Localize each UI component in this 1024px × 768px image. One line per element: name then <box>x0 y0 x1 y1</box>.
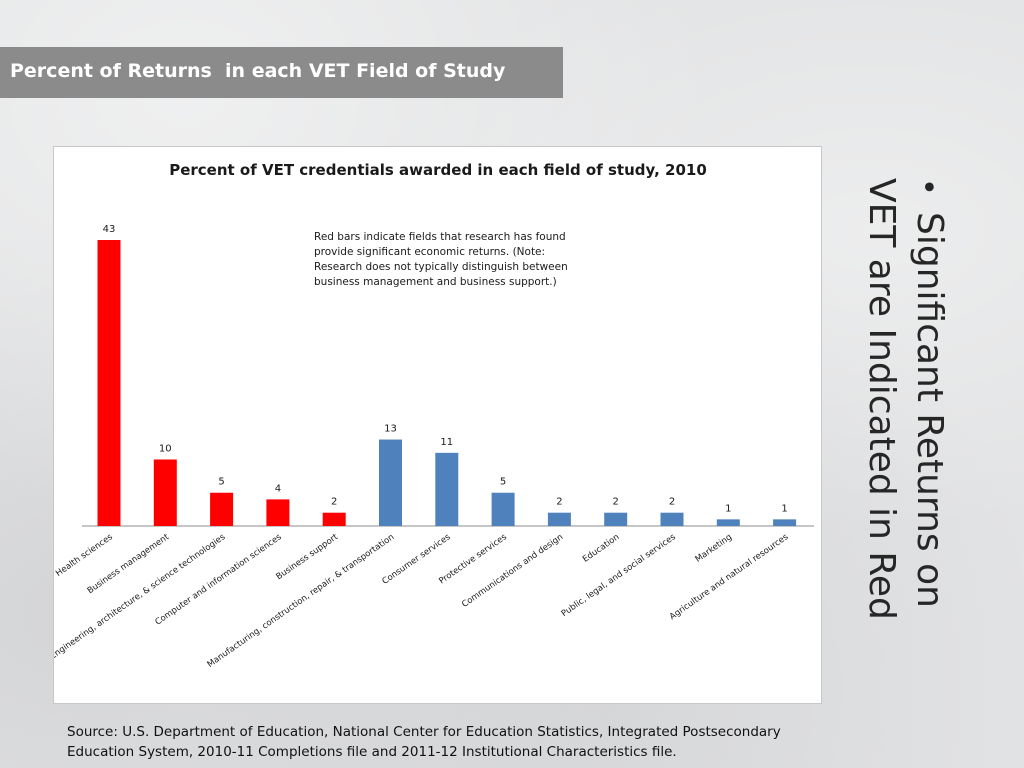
bar <box>153 459 177 526</box>
category-tick-label: Communications and design <box>460 532 565 610</box>
category-tick-label: Health sciences <box>54 532 115 579</box>
category-tick-label: Public, legal, and social services <box>560 532 678 619</box>
bar <box>604 512 628 526</box>
bar <box>716 519 740 526</box>
bar <box>773 519 797 526</box>
annotation-line: Research does not typically distinguish … <box>314 261 568 273</box>
bar-value-label: 43 <box>103 224 116 235</box>
category-tick-label: Education <box>581 532 621 564</box>
bar-value-label: 4 <box>275 483 281 494</box>
category-tick-label: Agriculture and natural resources <box>668 532 791 622</box>
bar <box>435 452 459 526</box>
bar <box>379 439 402 526</box>
bar <box>266 499 290 526</box>
slide-title-bar: Percent of Returns in each VET Field of … <box>0 47 563 98</box>
bar-value-label: 5 <box>500 477 506 488</box>
chart-title: Percent of VET credentials awarded in ea… <box>169 161 707 179</box>
annotation-line: Red bars indicate fields that research h… <box>314 231 566 243</box>
bullet-line-2: VET are Indicated in Red <box>861 178 902 620</box>
source-line-2: Education System, 2010-11 Completions fi… <box>67 744 677 760</box>
bullet-point: • Significant Returns on VET are Indicate… <box>860 178 960 678</box>
annotation-line: business management and business support… <box>314 276 557 288</box>
annotation-line: provide significant economic returns. (N… <box>314 246 545 258</box>
bar <box>97 240 121 526</box>
slide-title: Percent of Returns in each VET Field of … <box>10 60 506 82</box>
bar <box>547 512 571 526</box>
bar-value-label: 2 <box>331 497 337 508</box>
bar-value-label: 11 <box>440 437 453 448</box>
source-line-1: Source: U.S. Department of Education, Na… <box>67 724 781 740</box>
bar <box>210 492 234 526</box>
bar-value-label: 2 <box>556 497 562 508</box>
source-note: Source: U.S. Department of Education, Na… <box>67 722 827 762</box>
bar-value-label: 2 <box>613 497 619 508</box>
bar-value-label: 1 <box>781 503 787 514</box>
chart-panel: Percent of VET credentials awarded in ea… <box>53 146 822 704</box>
bar <box>660 512 684 526</box>
chart-annotation: Red bars indicate fields that research h… <box>314 231 568 288</box>
bar-value-label: 1 <box>725 503 731 514</box>
bar-chart: Percent of VET credentials awarded in ea… <box>54 161 814 670</box>
bar-value-label: 13 <box>384 424 397 435</box>
bar-value-label: 5 <box>218 477 224 488</box>
bar-value-label: 2 <box>669 497 675 508</box>
category-tick-label: Marketing <box>694 532 734 564</box>
bar-value-label: 10 <box>159 443 172 454</box>
category-tick-label: Manufacturing, construction, repair, & t… <box>206 532 397 670</box>
bullet-line-1: Significant Returns on <box>909 212 950 608</box>
bars-group <box>97 240 797 526</box>
bar <box>491 492 515 526</box>
bullet-icon: • <box>910 178 945 196</box>
bar <box>322 512 346 526</box>
bullet-text-block: • Significant Returns on VET are Indicate… <box>858 178 952 678</box>
